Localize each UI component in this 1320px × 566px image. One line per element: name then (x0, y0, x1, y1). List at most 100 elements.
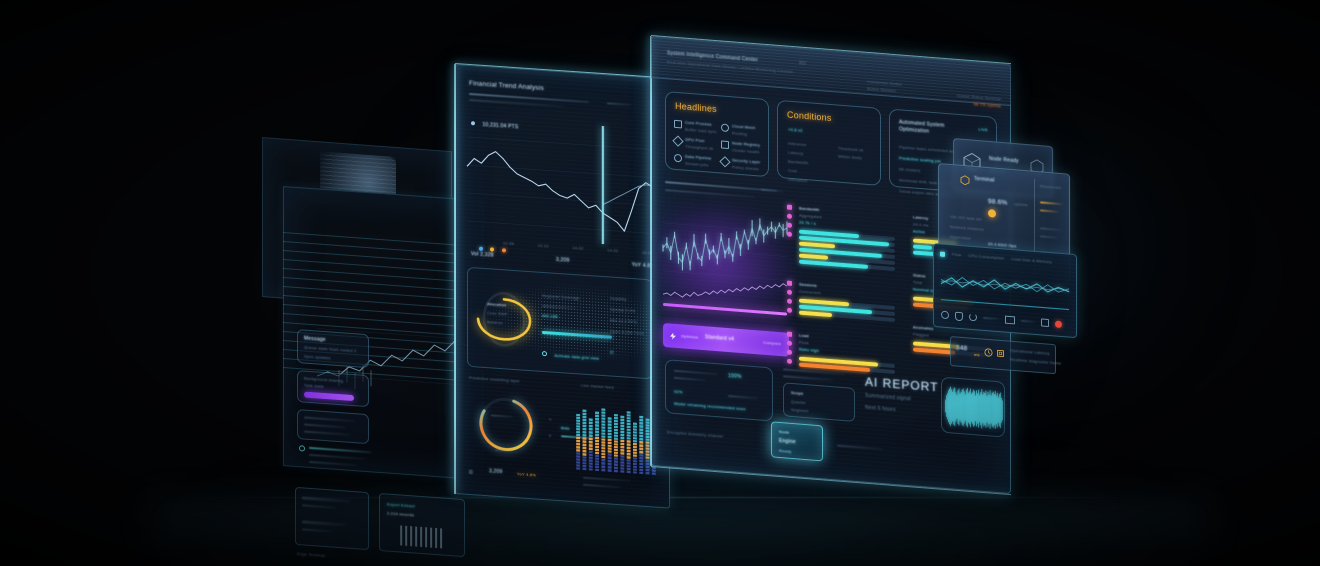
scope-card[interactable]: Scope Quarter Segment (783, 382, 855, 422)
mid-screen-left-edge (454, 63, 456, 495)
condition-item: Cost (788, 167, 798, 174)
layers-icon[interactable] (1041, 318, 1049, 328)
metric-group[interactable]: Bandwidth Aggregated 24.7k / s (787, 204, 903, 274)
purple-chart-panel[interactable] (657, 198, 793, 322)
cta-row[interactable]: Activate data grid view (542, 343, 599, 365)
optimize-banner-label: Optimize (681, 333, 699, 340)
ring-aside-b: y (549, 432, 552, 438)
alert-icon[interactable] (1055, 320, 1062, 328)
highlight-card-sub: Task state (304, 382, 325, 389)
chip-icon (674, 119, 682, 129)
refresh-icon[interactable] (969, 312, 977, 322)
headline-item-sub: Stream jobs (685, 160, 709, 168)
main-header-logo: NV (799, 60, 807, 68)
left-footer-label: Edge Terminal (297, 551, 326, 559)
bullet-dot-icon (787, 289, 792, 295)
headline-item[interactable]: Security Layer Policy checks (719, 156, 764, 172)
shield-icon (719, 156, 731, 168)
grid-icon[interactable] (1005, 315, 1015, 325)
cta-label: Activate data grid view (554, 352, 600, 361)
analytics-card[interactable] (295, 486, 369, 551)
terminal-value: 98.6% (988, 198, 1008, 207)
mid-side-list: Volatility Spread 0.3% Mid 12.4 RTS Open… (610, 296, 644, 337)
main-screen-left-edge (649, 35, 652, 467)
prediction-card[interactable]: 100% 02% Model retraining recommended so… (665, 359, 773, 422)
condition-item: Inference (788, 140, 807, 148)
bullet-dot-icon (787, 213, 792, 219)
bullet-dot-icon (787, 222, 792, 228)
optimization-badge: LIVE (978, 126, 988, 133)
mid-bottom-badge: YoY 4.8% (517, 471, 536, 478)
prediction-badge: 02% (674, 388, 683, 395)
node-icon (721, 140, 729, 150)
left-main-screen[interactable]: Message Queue state flush routed 2 Sync … (283, 186, 523, 558)
gold-ring-sub: Balance (487, 319, 503, 326)
export-card-label: Export Extract (387, 501, 415, 509)
side-list-item: Spread 0.3% (610, 306, 636, 314)
feature-card-conditions[interactable]: Conditions +0.8 v2 Inference Latency Bandw… (777, 99, 881, 186)
purple-area-chart (662, 218, 788, 298)
export-card[interactable]: Export Extract 2,214 records (379, 492, 465, 558)
mid-line-chart (466, 125, 654, 245)
message-card[interactable]: Message Queue state flush routed 2 Sync … (297, 329, 369, 369)
node-mini-sub: Ready (779, 447, 792, 454)
allocation-map-panel[interactable]: Allocation Core SWP Balance Regional Cov… (467, 266, 653, 380)
axis-tick: 12.08 (503, 240, 515, 247)
prediction-value: 100% (728, 373, 742, 381)
waveform-chart (945, 386, 1003, 429)
metric-bars (799, 229, 903, 274)
bullet-dot-icon (787, 331, 792, 337)
bullet-dot-icon (787, 204, 792, 210)
headline-item[interactable]: GPU Pool Throughput ok (672, 135, 717, 152)
gauge-icon[interactable] (941, 310, 949, 320)
node-mini-card[interactable]: Node Engine Ready (771, 421, 823, 462)
metric-bars (799, 298, 903, 325)
gpu-icon (672, 135, 684, 147)
right-card-wave[interactable]: Flow CPU Consumption Load time & Memory (933, 243, 1077, 339)
issue-list-card[interactable] (297, 409, 369, 445)
scope-label: Scope (791, 389, 804, 396)
flow-icon (940, 251, 945, 257)
bullet-dot-icon (787, 307, 792, 313)
message-card-sub: Queue state flush routed 2 (304, 344, 357, 354)
feature-card-headlines[interactable]: Headlines Core Process Buffer load sync Cl… (665, 91, 769, 178)
terminal-hex-icon (960, 175, 970, 186)
check-icon (299, 445, 305, 452)
highlight-accent-bar (304, 391, 354, 402)
metric-group[interactable]: Sessions Concurrent (787, 280, 903, 325)
headline-item[interactable]: Data Pipeline Stream jobs (674, 153, 717, 169)
gold-ring-chart (476, 291, 532, 347)
mid-screen[interactable]: Financial Trend Analysis 10,231.04 PTS (454, 63, 670, 509)
headline-item-sub: Throughput ok (685, 143, 714, 151)
barcode-visual (400, 525, 444, 549)
headline-item[interactable]: Node Registry Cluster health (721, 139, 764, 155)
conditions-aside-b: Within limits (838, 153, 862, 161)
headline-item-sub: Cluster health (732, 147, 760, 155)
status-chip-unit: ms (974, 351, 980, 358)
mid-bottom-label: ◫ (469, 468, 473, 475)
headlines-heading: Headlines (675, 100, 717, 115)
bullet-dot-icon (787, 349, 792, 355)
wave-tab[interactable]: Flow (952, 251, 962, 258)
axis-tick: 14.22 (607, 247, 619, 254)
waveform-panel[interactable] (941, 376, 1005, 438)
optimization-heading: Automated System Optimization (899, 119, 945, 135)
map-value: 642,185 (542, 312, 558, 319)
condition-item: Latency (788, 149, 804, 156)
status-chip-value: 348 (956, 344, 968, 353)
headline-item[interactable]: Cloud Mesh Routing (721, 122, 764, 138)
highlight-card[interactable]: Background sharing Task state (297, 370, 369, 408)
optimize-banner-trailing: Compare (763, 339, 781, 347)
headline-item-sub: Buffer load sync (685, 126, 717, 135)
bullet-dot-icon (787, 231, 792, 237)
headline-item[interactable]: Core Process Buffer load sync (674, 119, 717, 135)
message-card-label: Message (304, 335, 326, 344)
gold-ring-label: Allocation (487, 301, 507, 308)
network-icon (721, 123, 729, 133)
ring-aside-value: Bids (561, 425, 570, 431)
side-list-item: Mid 12.4 RTS (610, 317, 637, 325)
conditions-heading: Conditions (787, 109, 832, 124)
bullet-dot-icon (787, 340, 792, 346)
metric-column-left: Bandwidth Aggregated 24.7k / s Sessions Conc… (787, 204, 903, 393)
shield-icon[interactable] (955, 311, 963, 321)
